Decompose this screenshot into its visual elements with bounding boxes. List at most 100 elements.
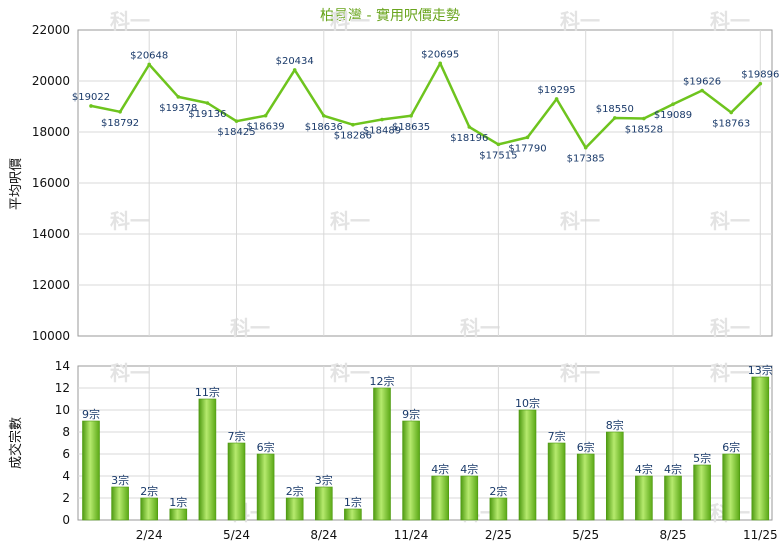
volume-bar-label: 12宗 (370, 374, 395, 388)
watermark-text: 科一 (710, 361, 750, 385)
watermark-text: 科一 (560, 209, 600, 233)
volume-plot-area (77, 365, 773, 521)
volume-y-tick-label: 2 (62, 491, 70, 505)
price-point (409, 114, 413, 118)
price-point-label: $19089 (654, 110, 692, 121)
volume-bar (256, 453, 275, 521)
price-point (322, 113, 326, 118)
volume-bar-label: 4宗 (664, 462, 682, 476)
volume-y-tick-label: 12 (55, 381, 70, 395)
volume-bar-label: 4宗 (460, 462, 478, 476)
volume-bar (198, 398, 217, 521)
volume-bar-label: 1宗 (344, 495, 362, 509)
volume-bar (518, 409, 537, 521)
volume-y-tick-label: 0 (62, 513, 70, 527)
price-point (467, 125, 472, 129)
volume-y-tick-label: 4 (62, 469, 70, 483)
volume-bar (402, 420, 420, 521)
volume-bar-label: 9宗 (82, 407, 100, 421)
price-point-label: $18636 (305, 122, 343, 133)
volume-bar-label: 6宗 (257, 440, 275, 454)
price-y-tick-label: 20000 (32, 74, 70, 88)
price-point-label: $18286 (334, 131, 372, 142)
volume-bar (460, 475, 479, 521)
volume-bar (635, 475, 653, 521)
price-point (700, 88, 704, 93)
watermark-text: 科一 (560, 361, 600, 385)
volume-bar (227, 442, 246, 521)
volume-bar-label: 9宗 (402, 407, 420, 421)
price-series-line (90, 62, 762, 149)
watermark-text: 科一 (560, 9, 600, 33)
volume-bar-label: 3宗 (111, 473, 129, 487)
volume-bar-label: 7宗 (228, 429, 246, 443)
price-point (642, 116, 646, 121)
watermark-text: 科一 (710, 316, 750, 340)
x-tick-label: 11/25 (743, 528, 778, 542)
price-point (147, 62, 151, 67)
volume-bar-label: 4宗 (635, 462, 653, 476)
volume-bar (140, 497, 158, 521)
price-point (438, 61, 443, 66)
price-point (496, 142, 501, 147)
price-y-tick-label: 12000 (32, 278, 70, 292)
x-tick-label: 5/25 (572, 528, 599, 542)
volume-bar-label: 10宗 (515, 396, 540, 410)
volume-bar (722, 453, 741, 521)
volume-bar (751, 376, 770, 521)
price-point (263, 113, 268, 118)
price-y-tick-label: 18000 (32, 125, 70, 139)
watermark-text: 科一 (110, 9, 150, 33)
price-point-label: $19295 (538, 85, 576, 96)
price-y-tick-label: 14000 (32, 227, 70, 241)
price-point-label: $19896 (741, 70, 779, 81)
volume-bar (664, 475, 682, 521)
watermark-text: 科一 (710, 9, 750, 33)
volume-panel: 科一科一科一科一科一科一科一024681012142/245/248/2411/… (55, 359, 778, 542)
x-tick-label: 5/24 (223, 528, 250, 542)
watermark-text: 科一 (330, 361, 370, 385)
price-y-tick-label: 16000 (32, 176, 70, 190)
price-point-label: $18639 (247, 122, 285, 133)
price-point (525, 135, 530, 140)
volume-bar-label: 2宗 (140, 484, 158, 498)
price-point-label: $19136 (188, 109, 226, 120)
volume-bar-label: 2宗 (489, 484, 507, 498)
volume-bar (111, 486, 129, 521)
volume-bar-label: 2宗 (286, 484, 304, 498)
x-tick-label: 2/25 (485, 528, 512, 542)
price-point (758, 81, 763, 86)
volume-y-tick-label: 8 (62, 425, 70, 439)
volume-bar (605, 431, 624, 521)
volume-bar-label: 8宗 (606, 418, 624, 432)
price-point-label: $18425 (217, 127, 255, 138)
price-point (234, 119, 239, 123)
volume-y-tick-label: 6 (62, 447, 70, 461)
price-point-label: $19022 (72, 92, 110, 103)
volume-bar-label: 11宗 (195, 385, 220, 399)
watermark-text: 科一 (110, 361, 150, 385)
volume-bar-label: 7宗 (548, 429, 566, 443)
volume-bar-label: 5宗 (693, 451, 711, 465)
price-point-label: $18489 (363, 126, 401, 137)
price-point (292, 68, 297, 72)
price-point-label: $17515 (479, 150, 517, 161)
volume-bar (489, 497, 508, 521)
price-point-label: $20695 (421, 49, 459, 60)
price-point (380, 117, 384, 122)
price-axis-title: 平均呎價 (9, 158, 24, 210)
price-point (671, 102, 675, 107)
volume-bar (576, 453, 595, 521)
volume-bar (344, 508, 362, 521)
price-point-label: $18528 (625, 125, 663, 136)
volume-bar (314, 486, 333, 521)
x-tick-label: 2/24 (136, 528, 163, 542)
volume-bar-label: 4宗 (431, 462, 449, 476)
price-point (583, 145, 588, 150)
price-point-label: $18792 (101, 118, 139, 129)
price-point-label: $17790 (508, 143, 546, 154)
price-point (613, 116, 617, 120)
price-point-label: $18635 (392, 122, 430, 133)
volume-bar (693, 464, 711, 521)
